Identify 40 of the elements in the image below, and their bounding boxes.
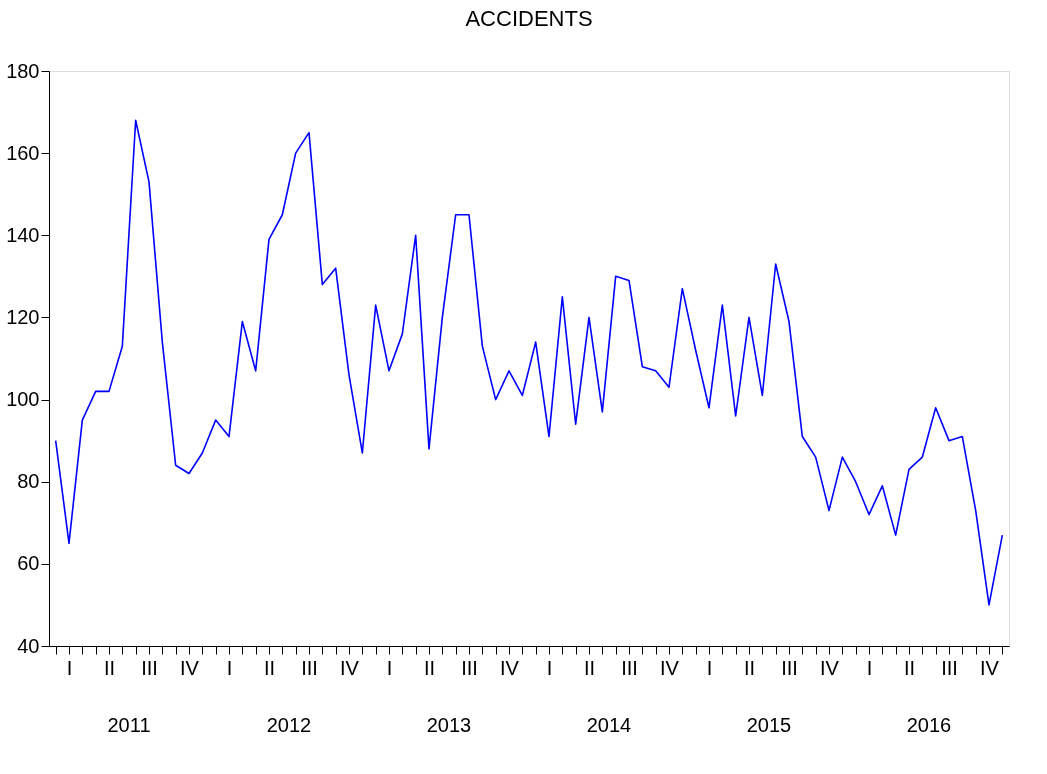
text: 2013 <box>426 714 472 736</box>
x-tick-label: I <box>546 656 553 679</box>
x-tick-label: I <box>226 656 233 679</box>
x-tick-label: IV <box>820 656 840 679</box>
y-tick-label: 160 <box>6 141 40 164</box>
x-tick-label: III <box>141 656 158 679</box>
x-tick-label: II <box>903 656 916 679</box>
y-tick-label: 100 <box>6 388 40 411</box>
x-tick-label: I <box>386 656 393 679</box>
x-tick-label: II <box>583 656 596 679</box>
chart-title: ACCIDENTS <box>465 6 593 31</box>
x-tick-label: II <box>263 656 276 679</box>
y-tick-label: 180 <box>6 59 40 82</box>
y-tick-label: 120 <box>6 305 40 328</box>
x-tick-label: I <box>706 656 713 679</box>
x-tick-label: I <box>866 656 873 679</box>
x-tick-label: III <box>621 656 638 679</box>
x-tick-label: II <box>743 656 756 679</box>
x-tick-label: IV <box>660 656 680 679</box>
y-tick-label: 140 <box>6 223 40 246</box>
x-tick-label: III <box>461 656 478 679</box>
x-tick-label: II <box>423 656 436 679</box>
text: 2012 <box>266 714 312 736</box>
text: 2011 <box>107 714 151 736</box>
x-tick-label: IV <box>980 656 1000 679</box>
x-tick-label: III <box>301 656 318 679</box>
text: 2016 <box>906 714 952 736</box>
x-tick-label: IV <box>500 656 520 679</box>
x-tick-label: I <box>66 656 73 679</box>
x-tick-label: IV <box>340 656 360 679</box>
x-tick-label: III <box>781 656 798 679</box>
x-tick-label: II <box>103 656 116 679</box>
x-tick-label: III <box>941 656 958 679</box>
y-tick-label: 40 <box>17 634 40 657</box>
y-tick-label: 80 <box>17 470 40 493</box>
line-series <box>54 119 1004 606</box>
y-tick-label: 60 <box>17 552 40 575</box>
x-tick-label: IV <box>180 656 200 679</box>
text: 2015 <box>746 714 792 736</box>
text: 2014 <box>586 714 632 736</box>
